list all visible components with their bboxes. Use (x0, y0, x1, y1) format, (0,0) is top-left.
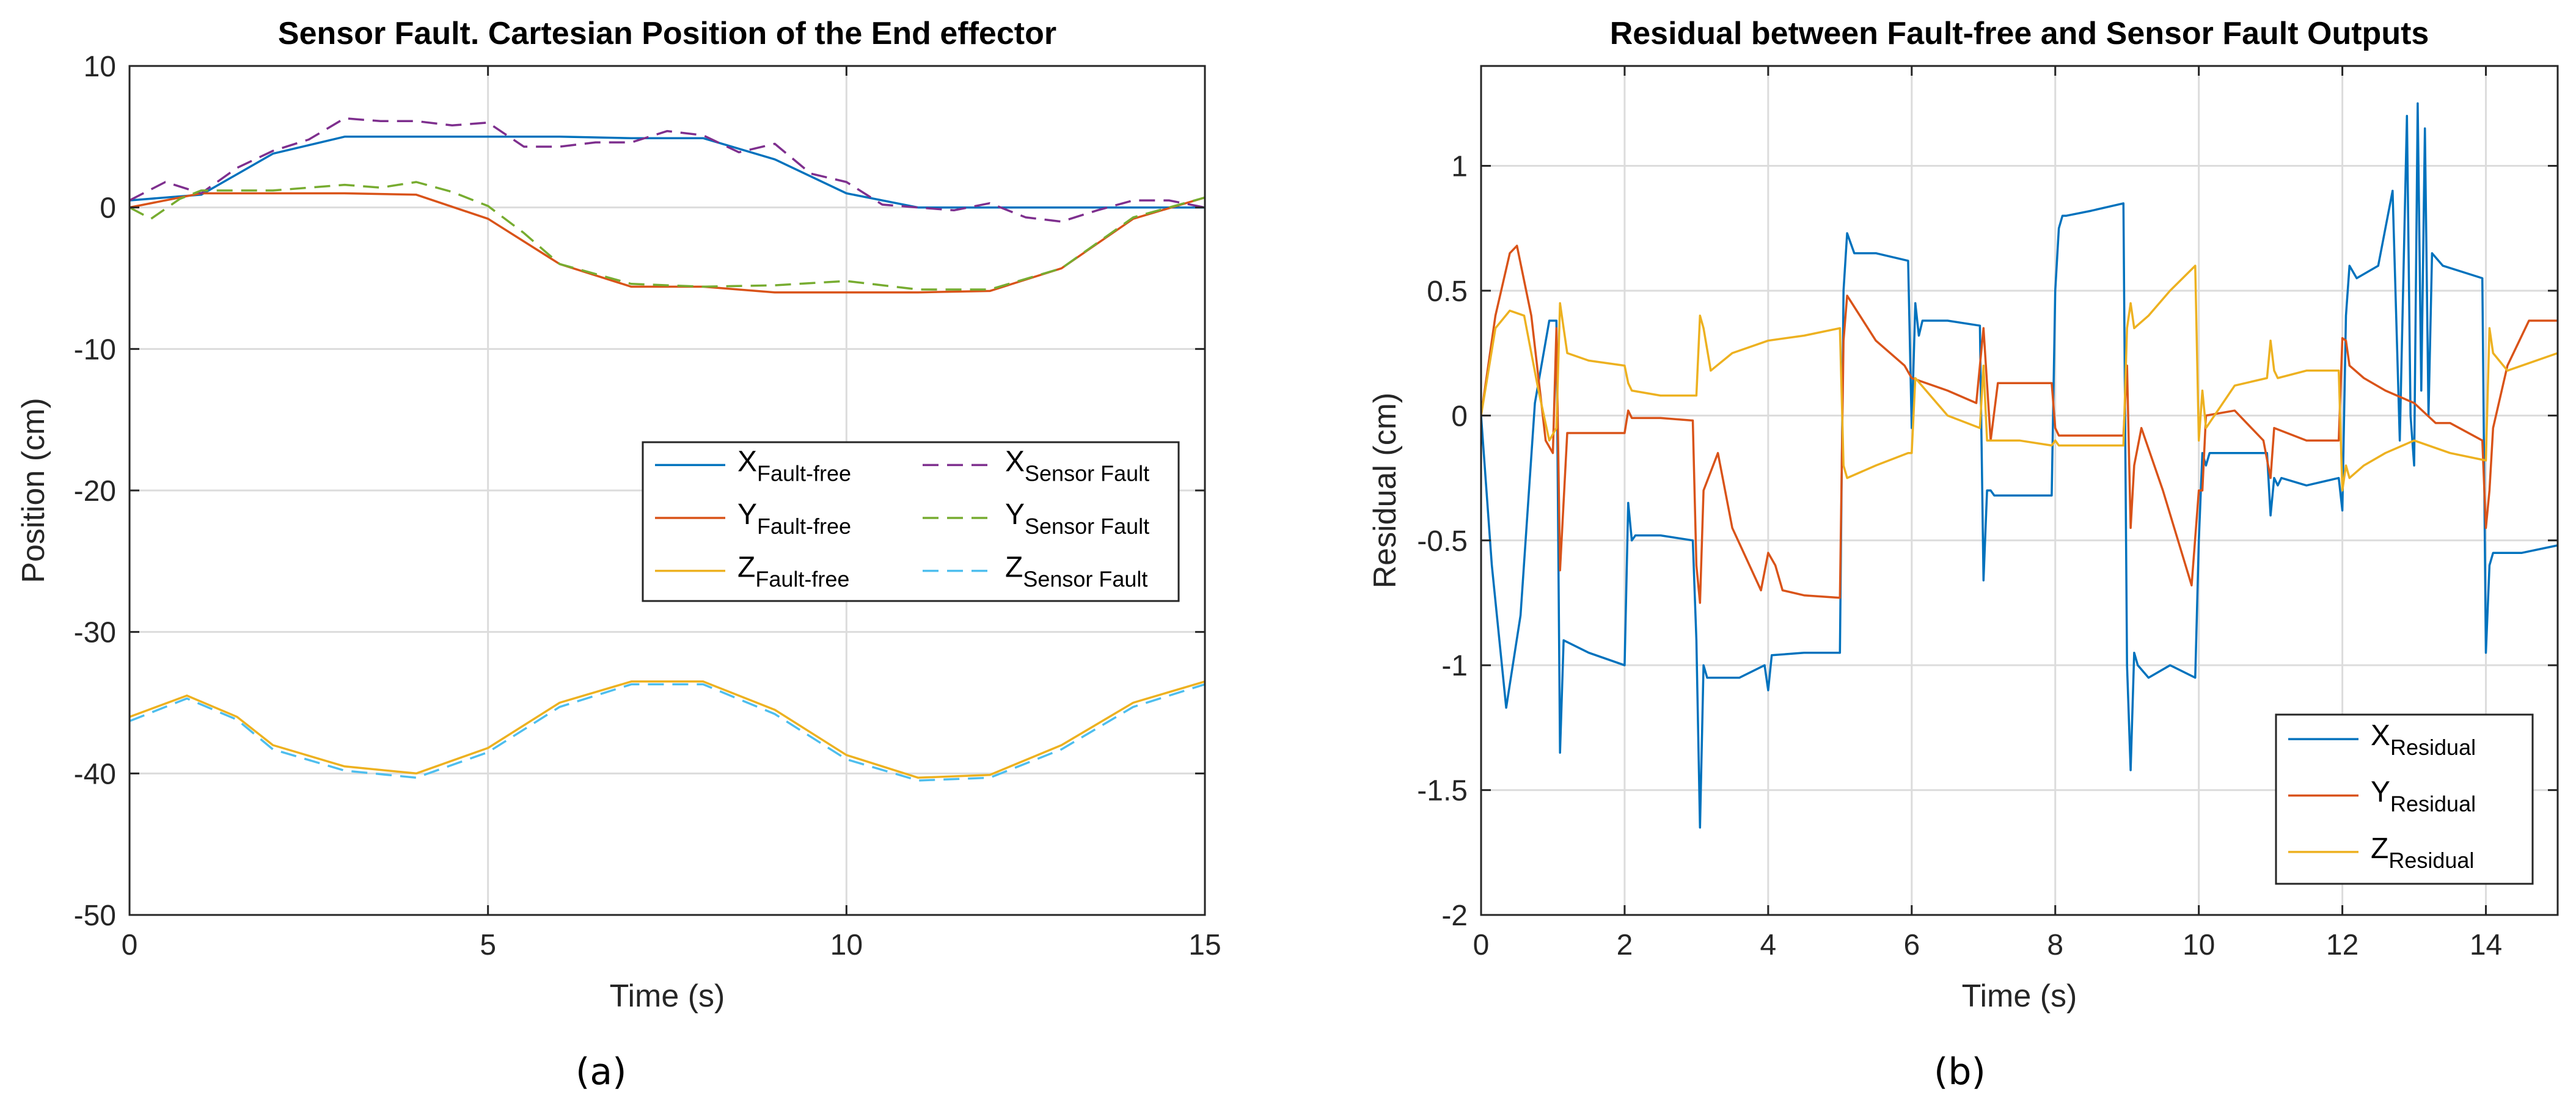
y-tick-label: -2 (1441, 900, 1468, 932)
series-group (130, 117, 1205, 782)
chart-b: 0 2 4 6 8 10 12 14 1 0.5 0 -0.5 -1 -1.5 -2 Residual bet… (1367, 16, 2559, 1014)
x-tick-label: 0 (1473, 929, 1490, 961)
x-axis-label: Time (s) (1962, 978, 2077, 1014)
legend-entry: ZResidual (2371, 832, 2474, 873)
series-line-y-residual (1481, 244, 2558, 604)
series-line-y-sensor-fault (130, 181, 1205, 291)
y-tick-label: -0.5 (1417, 525, 1468, 558)
y-tick-label: -30 (74, 617, 116, 649)
y-tick-label: -20 (74, 475, 116, 508)
chart-a: 0 5 10 15 10 0 -10 -20 -30 -40 -50 Sensor Fault. Ca… (16, 16, 1221, 1014)
legend: XResidual YResidual ZResidual (2275, 713, 2534, 885)
x-tick-label: 15 (1188, 929, 1221, 961)
y-tick-label: -50 (74, 900, 116, 932)
x-tick-label: 5 (480, 929, 496, 961)
sublabel-a: (a) (576, 1051, 627, 1093)
y-tick-label: 0 (1451, 400, 1468, 432)
legend-box (2275, 713, 2534, 885)
x-tick-label: 0 (122, 929, 138, 961)
legend-box (642, 441, 1180, 602)
x-tick-label: 12 (2326, 929, 2358, 961)
series-group (1481, 102, 2558, 829)
series-line-z-fault-free (130, 680, 1205, 779)
y-tick-label: 0 (100, 192, 116, 225)
x-tick-label: 4 (1760, 929, 1777, 961)
y-tick-label: 0.5 (1427, 275, 1468, 308)
series-line-x-residual (1481, 102, 2558, 829)
legend-entry: ZFault-free (737, 552, 849, 592)
legend-entry: ZSensor Fault (1005, 552, 1147, 592)
y-tick-label: 10 (84, 51, 116, 83)
grid (1480, 66, 2558, 916)
legend-entry: XResidual (2371, 719, 2476, 760)
series-line-x-sensor-fault (130, 117, 1205, 223)
y-axis-label: Position (cm) (16, 398, 51, 583)
y-axis-label: Residual (cm) (1367, 393, 1403, 589)
chart-title: Sensor Fault. Cartesian Position of the … (278, 16, 1056, 51)
y-tick-label: -1 (1441, 650, 1468, 682)
y-tick-label: -10 (74, 333, 116, 366)
y-tick-label: 1 (1451, 151, 1468, 183)
x-tick-label: 14 (2470, 929, 2502, 961)
y-tick-label: -1.5 (1417, 775, 1468, 807)
sublabel-b: (b) (1934, 1051, 1986, 1093)
x-tick-label: 6 (1903, 929, 1920, 961)
x-tick-label: 8 (2047, 929, 2063, 961)
series-line-z-residual (1481, 264, 2558, 492)
x-tick-label: 10 (830, 929, 863, 961)
legend: XFault-free YFault-free ZFault-free XSensor… (642, 441, 1180, 602)
legend-entry: XFault-free (737, 445, 851, 486)
x-tick-label: 2 (1617, 929, 1633, 961)
series-line-x-fault-free (130, 136, 1205, 209)
series-line-z-sensor-fault (130, 683, 1205, 782)
legend-entry: XSensor Fault (1005, 445, 1149, 486)
x-tick-label: 10 (2183, 929, 2215, 961)
legend-entry: YSensor Fault (1005, 498, 1149, 539)
legend-entry: YResidual (2371, 776, 2476, 817)
chart-title: Residual between Fault-free and Sensor F… (1610, 16, 2429, 51)
y-tick-label: -40 (74, 758, 116, 790)
x-axis-label: Time (s) (610, 978, 725, 1014)
axes-box (1480, 65, 2559, 916)
legend-entry: YFault-free (737, 498, 851, 539)
